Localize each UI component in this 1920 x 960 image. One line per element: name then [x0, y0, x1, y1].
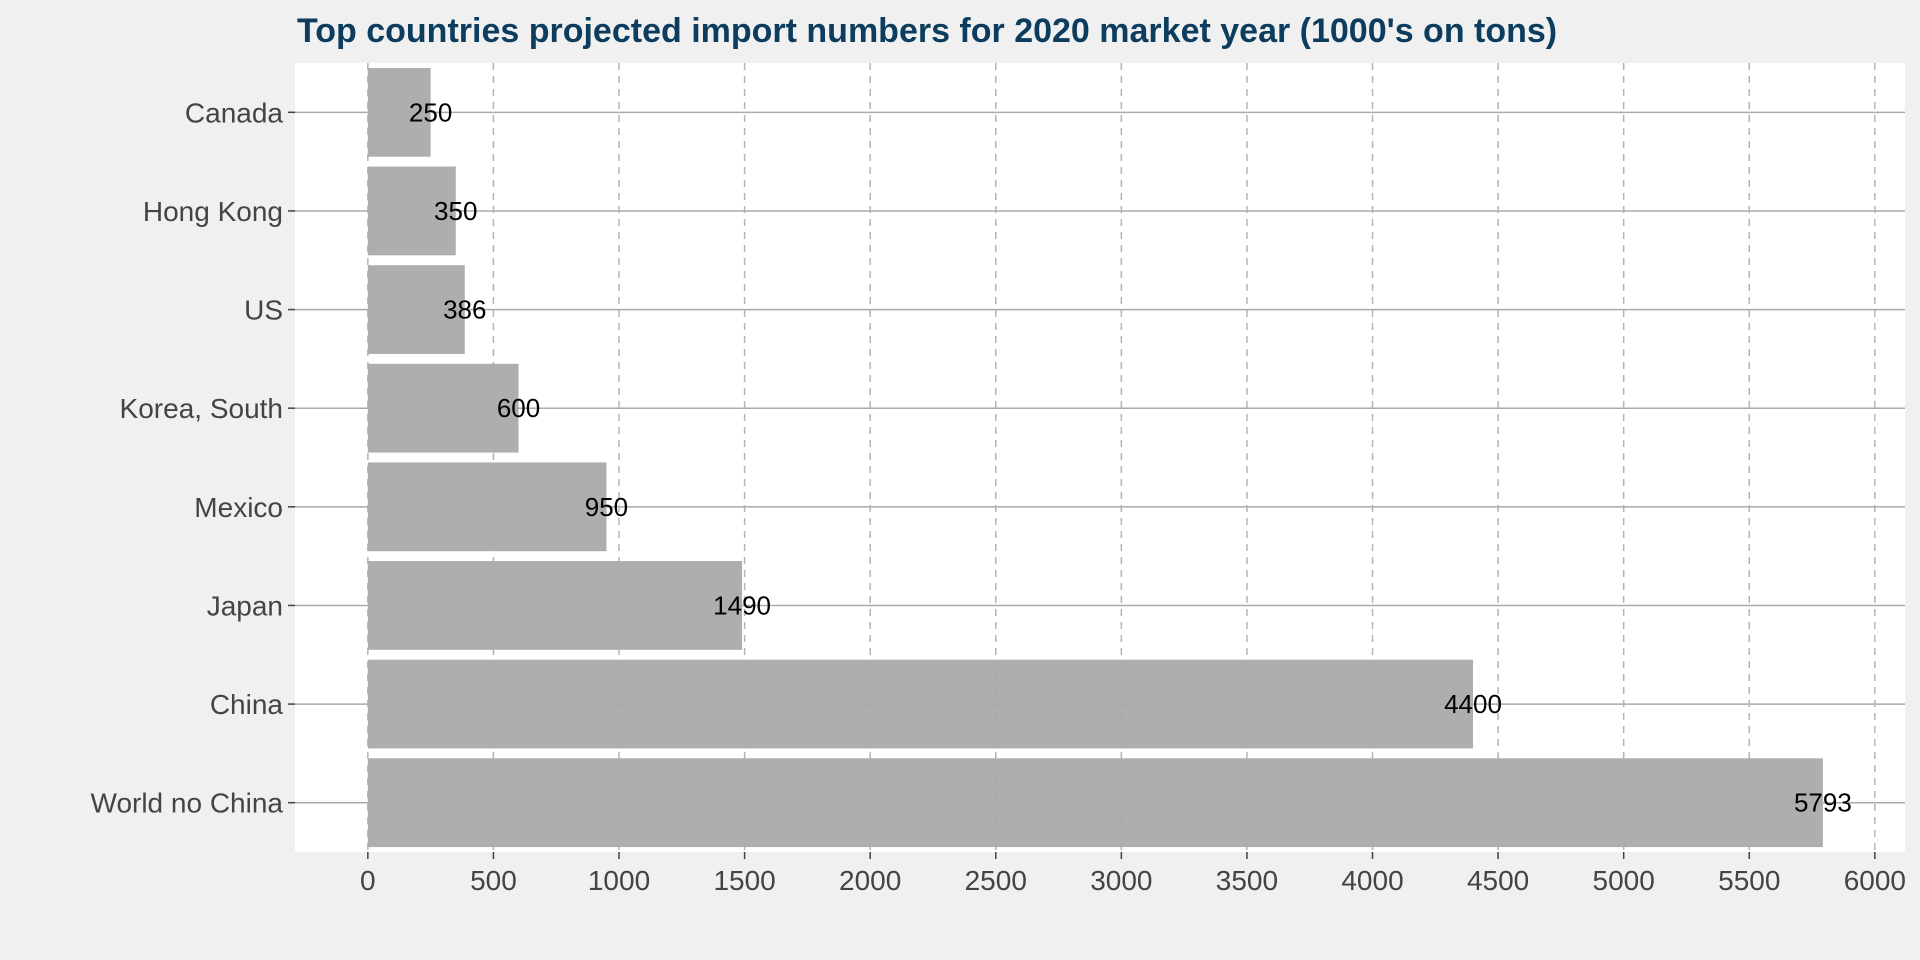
x-tick-label: 5000 [1593, 865, 1655, 896]
x-tick-label: 5500 [1718, 865, 1780, 896]
x-tick-label: 2500 [965, 865, 1027, 896]
bar [367, 561, 743, 650]
data-label: 600 [497, 393, 540, 423]
bar [367, 462, 607, 552]
x-tick-label: 3500 [1216, 865, 1278, 896]
bar [367, 67, 431, 157]
data-labels-layer: 250 350 386 600 950 1490 4400 5793 [409, 97, 1852, 817]
x-tick-label: 6000 [1844, 865, 1906, 896]
x-tick-label: 2000 [839, 865, 901, 896]
category-label: Mexico [194, 492, 283, 523]
data-label: 250 [409, 97, 452, 127]
x-tick-label: 4000 [1341, 865, 1403, 896]
x-tick-label: 1000 [588, 865, 650, 896]
bar [367, 363, 519, 453]
category-label: Hong Kong [143, 196, 283, 227]
axis-layer: Canada Hong Kong US Korea, South Mexico Japan… [91, 97, 1906, 896]
data-label: 386 [443, 295, 486, 325]
data-label: 4400 [1444, 689, 1502, 719]
bar [367, 659, 1473, 749]
x-tick-label: 500 [470, 865, 517, 896]
bars-layer [367, 67, 1823, 848]
category-label: Canada [185, 97, 284, 128]
category-label: Japan [207, 590, 283, 621]
x-tick-label: 4500 [1467, 865, 1529, 896]
x-tick-label: 3000 [1090, 865, 1152, 896]
bar [367, 265, 465, 354]
data-label: 950 [585, 492, 628, 522]
bar [367, 758, 1823, 848]
x-tick-label: 1500 [713, 865, 775, 896]
category-label: World no China [91, 788, 284, 819]
data-label: 5793 [1794, 788, 1852, 818]
data-label: 1490 [713, 590, 771, 620]
category-label: Korea, South [120, 393, 283, 424]
chart-title: Top countries projected import numbers f… [297, 12, 1557, 50]
x-tick-label: 0 [360, 865, 376, 896]
data-label: 350 [434, 196, 477, 226]
category-label: China [210, 689, 284, 720]
bar [367, 166, 456, 256]
category-label: US [244, 295, 283, 326]
